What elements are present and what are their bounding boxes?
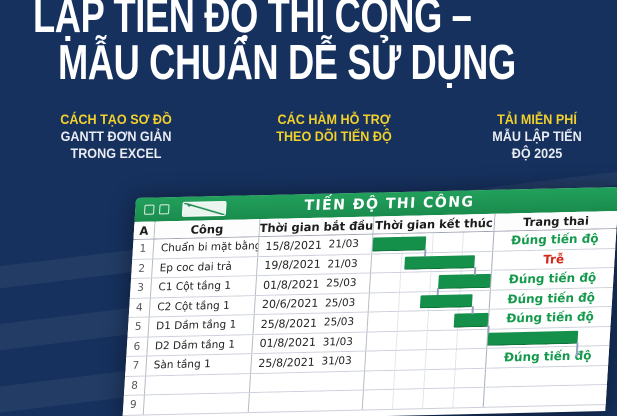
- start-date: 01/8/2021: [262, 277, 320, 292]
- row-number[interactable]: 4: [128, 298, 151, 317]
- row-number[interactable]: 6: [126, 337, 149, 356]
- status-cell[interactable]: Trễ: [542, 251, 565, 267]
- status-cell[interactable]: Đúng tiến độ: [503, 348, 592, 365]
- dates-cell[interactable]: 19/8/2021 21/03: [257, 254, 373, 276]
- status-cell[interactable]: [487, 327, 610, 348]
- end-date: [321, 400, 362, 401]
- row-number[interactable]: 1: [132, 239, 155, 259]
- row-number[interactable]: 8: [123, 376, 147, 395]
- col-header-task[interactable]: Công: [154, 219, 261, 239]
- sheet-rows: 1 Chuẩn bi mặt bằng 15/8/2021 21/03 Đúng…: [122, 229, 617, 416]
- subtitle-col-2: CÁC HÀM HỖ TRỢ THEO DÕI TIẾN ĐỘ: [244, 111, 424, 145]
- subtitle-col-1: CÁCH TẠO SƠ ĐỒ GANTT ĐƠN GIẢN TRONG EXCE…: [26, 111, 206, 162]
- end-date: 25/03: [325, 277, 357, 290]
- end-date: 25/03: [323, 316, 355, 329]
- end-date: 31/03: [321, 355, 353, 368]
- task-cell[interactable]: C2 Cột tầng 1: [149, 295, 256, 317]
- task-cell[interactable]: Sàn tầng 1: [146, 354, 253, 376]
- dates-cell[interactable]: 20/6/2021 25/03: [254, 293, 370, 315]
- status-cell[interactable]: Đúng tiến độ: [510, 231, 600, 248]
- page-title: LẬP TIẾN ĐỘ THI CÔNG – MẪU CHUẨN DỄ SỬ D…: [0, 0, 617, 90]
- title-line-2: MẪU CHUẨN DỄ SỬ DỤNG: [58, 36, 516, 90]
- title-line-1: LẬP TIẾN ĐỘ THI CÔNG –: [33, 0, 472, 43]
- start-date: 19/8/2021: [263, 257, 322, 273]
- subtitle-col-3: TẢI MIỄN PHÍ MẪU LẬP TIẾN ĐỘ 2025: [447, 111, 617, 162]
- gantt-cell[interactable]: [371, 251, 494, 273]
- start-date: [251, 381, 323, 383]
- row-number[interactable]: 9: [122, 395, 145, 415]
- subtitle-text: GANTT ĐƠN GIẢN: [60, 128, 172, 144]
- dates-cell[interactable]: [248, 390, 364, 412]
- spreadsheet: ⌄ TIẾN ĐỘ THI CÔNG A Công Thời gian bắt …: [122, 187, 617, 416]
- gantt-cell[interactable]: [369, 270, 493, 293]
- dates-cell[interactable]: [249, 371, 366, 393]
- subtitle-text: TẢI MIỄN PHÍ: [497, 111, 577, 127]
- task-cell[interactable]: [144, 373, 252, 395]
- row-number[interactable]: 7: [125, 356, 148, 376]
- task-cell[interactable]: Ep coc dai trả: [152, 256, 259, 278]
- end-date: 31/03: [322, 335, 354, 349]
- row-number[interactable]: 3: [129, 278, 153, 298]
- dates-cell[interactable]: 25/8/2021 31/03: [251, 351, 367, 373]
- task-cell[interactable]: D1 Dầm tầng 1: [148, 315, 255, 337]
- task-cell[interactable]: Chuẩn bi mặt bằng: [153, 237, 260, 259]
- row-number[interactable]: 2: [131, 259, 154, 278]
- end-date: [323, 380, 364, 381]
- subtitle-text: ĐỘ 2025: [511, 145, 563, 161]
- task-cell[interactable]: D2 Dầm tầng 1: [147, 334, 254, 356]
- subtitle-text: MẪU LẬP TIẾN: [492, 128, 582, 144]
- col-header-start[interactable]: Thời gian bắt đầu: [259, 216, 375, 237]
- start-date: 25/8/2021: [257, 355, 316, 370]
- sheet-grid: A Công Thời gian bắt đầu Thời gian kết t…: [122, 211, 617, 416]
- subtitle-text: THEO DÕI TIẾN ĐỘ: [276, 128, 392, 144]
- gantt-cell[interactable]: [367, 309, 490, 332]
- dates-cell[interactable]: 15/8/2021 21/03: [258, 234, 374, 256]
- subtitle-text: CÁCH TẠO SƠ ĐỒ: [60, 111, 172, 127]
- end-date: 21/03: [328, 238, 360, 251]
- gantt-cell[interactable]: [368, 290, 491, 312]
- status-cell[interactable]: Đúng tiến độ: [508, 270, 597, 287]
- task-cell[interactable]: C1 Cột tầng 1: [150, 276, 258, 298]
- dates-cell[interactable]: 01/8/2021 25/03: [255, 273, 372, 295]
- gantt-cell[interactable]: [365, 348, 488, 371]
- status-cell[interactable]: Đúng tiến độ: [507, 290, 596, 307]
- start-date: 01/8/2021: [259, 335, 317, 351]
- dates-cell[interactable]: 01/8/2021 31/03: [252, 332, 368, 354]
- start-date: 20/6/2021: [261, 296, 319, 312]
- gantt-cell[interactable]: [362, 387, 485, 410]
- start-date: 15/8/2021: [265, 238, 323, 253]
- start-date: 25/8/2021: [260, 316, 318, 331]
- end-date: 25/03: [324, 296, 356, 310]
- row-number[interactable]: 5: [127, 317, 150, 337]
- task-cell[interactable]: [143, 393, 250, 415]
- corner-cell[interactable]: A: [133, 221, 156, 239]
- gantt-cell[interactable]: [363, 368, 487, 390]
- start-date: [249, 401, 321, 403]
- subtitle-text: TRONG EXCEL: [70, 145, 162, 161]
- subtitle-text: CÁC HÀM HỖ TRỢ: [277, 111, 391, 127]
- gantt-cell[interactable]: [366, 329, 489, 351]
- end-date: 21/03: [327, 257, 359, 271]
- col-header-end[interactable]: Thời gian kết thúc: [373, 213, 496, 234]
- col-header-status[interactable]: Trang thai: [494, 211, 617, 231]
- status-cell[interactable]: [485, 366, 608, 387]
- dates-cell[interactable]: 25/8/2021 25/03: [253, 312, 369, 334]
- status-cell[interactable]: [484, 385, 607, 406]
- status-cell[interactable]: Đúng tiến độ: [505, 309, 595, 326]
- gantt-cell[interactable]: [372, 231, 495, 254]
